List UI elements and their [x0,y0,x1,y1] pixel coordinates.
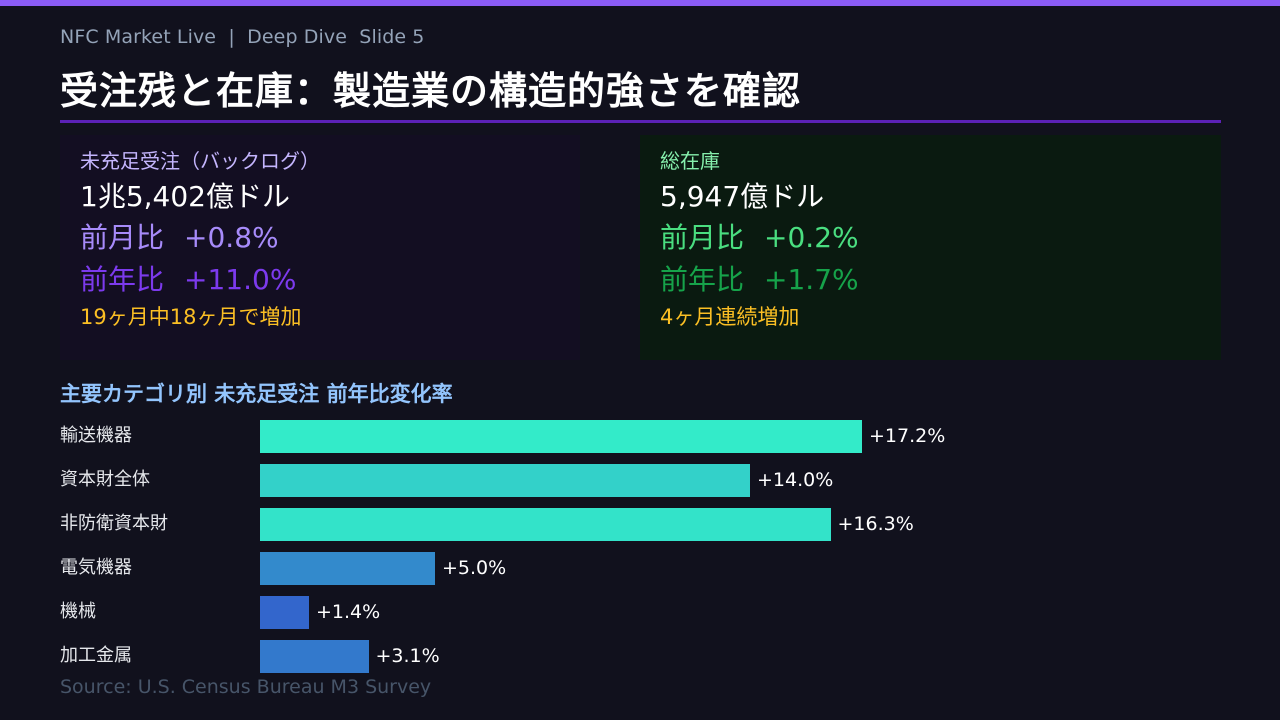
bar-value: +14.0% [757,469,834,491]
source-note: Source: U.S. Census Bureau M3 Survey [60,676,432,698]
backlog-mom: 前月比 +0.8% [80,217,560,259]
backlog-yoy-label: 前年比 [80,263,165,296]
bar [260,508,831,541]
bar-label: 資本財全体 [60,469,150,490]
bar-value: +1.4% [316,601,381,623]
inventory-mom-value: +0.2% [764,221,859,254]
backlog-note: 19ヶ月中18ヶ月で増加 [80,305,302,329]
bar-label: 電気機器 [60,557,132,578]
inventory-mom-label: 前月比 [660,221,745,254]
bar-row: 加工金属 +3.1% [60,640,1220,684]
inventory-yoy-value: +1.7% [764,263,859,296]
bar-value: +5.0% [442,557,507,579]
bar [260,596,309,629]
bar-label: 非防衛資本財 [60,513,168,534]
inventory-yoy: 前年比 +1.7% [660,259,1201,301]
bar-row: 輸送機器 +17.2% [60,420,1220,464]
bar-label: 機械 [60,601,96,622]
top-accent-bar [0,0,1280,6]
bar-value: +17.2% [869,425,946,447]
inventory-yoy-label: 前年比 [660,263,745,296]
title-divider [60,120,1221,123]
page-title: 受注残と在庫：製造業の構造的強さを確認 [60,69,802,113]
bar-value: +3.1% [375,645,440,667]
bar-value: +16.3% [837,513,914,535]
chart-title: 主要カテゴリ別 未充足受注 前年比変化率 [60,382,453,406]
bar [260,464,750,497]
inventory-label: 総在庫 [660,149,720,173]
backlog-mom-value: +0.8% [184,221,279,254]
bar-row: 電気機器 +5.0% [60,552,1220,596]
bar-row: 機械 +1.4% [60,596,1220,640]
inventory-value: 5,947億ドル [660,180,825,213]
backlog-label: 未充足受注（バックログ） [80,149,320,173]
backlog-yoy: 前年比 +11.0% [80,259,560,301]
inventory-card: 総在庫 5,947億ドル 前月比 +0.2% 前年比 +1.7% 4ヶ月連続増加 [640,135,1221,360]
backlog-card: 未充足受注（バックログ） 1兆5,402億ドル 前月比 +0.8% 前年比 +11.… [60,135,580,360]
bar-row: 非防衛資本財 +16.3% [60,508,1220,552]
backlog-yoy-value: +11.0% [184,263,297,296]
bar-row: 資本財全体 +14.0% [60,464,1220,508]
backlog-mom-label: 前月比 [80,221,165,254]
bar [260,640,369,673]
bar-label: 加工金属 [60,645,132,666]
inventory-mom: 前月比 +0.2% [660,217,1201,259]
slide-kicker: NFC Market Live | Deep Dive Slide 5 [60,26,425,48]
bar [260,552,435,585]
bar [260,420,862,453]
backlog-value: 1兆5,402億ドル [80,180,290,213]
inventory-note: 4ヶ月連続増加 [660,305,800,329]
bar-chart: 輸送機器 +17.2% 資本財全体 +14.0% 非防衛資本財 +16.3% 電… [60,420,1220,684]
bar-label: 輸送機器 [60,425,132,446]
